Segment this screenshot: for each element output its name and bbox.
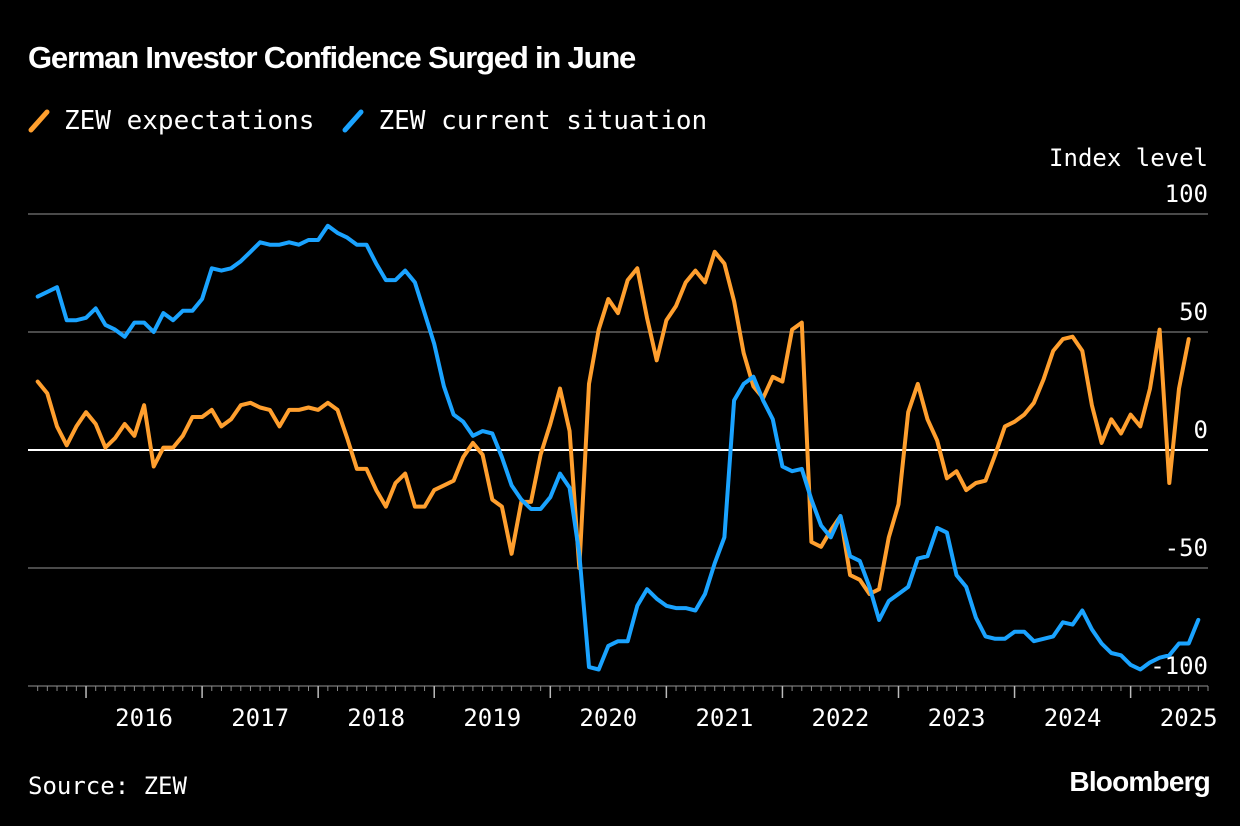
x-tick-label: 2023 xyxy=(928,704,986,732)
legend-item-current: ZEW current situation xyxy=(342,106,707,136)
legend-label-expectations: ZEW expectations xyxy=(64,106,315,136)
x-tick-label: 2020 xyxy=(579,704,637,732)
x-tick-label: 2019 xyxy=(463,704,521,732)
legend-swatch-current xyxy=(342,109,364,133)
series-line-zew-current-situation xyxy=(35,223,1201,672)
y-axis-unit-label: Index level xyxy=(1049,144,1208,172)
chart-legend: ZEW expectations ZEW current situation xyxy=(28,106,735,136)
x-tick-label: 2022 xyxy=(812,704,870,732)
x-tick-label: 2018 xyxy=(347,704,405,732)
x-tick-label: 2024 xyxy=(1044,704,1102,732)
x-tick-label: 2017 xyxy=(231,704,289,732)
y-tick-label: -50 xyxy=(1165,534,1208,562)
y-tick-label: 100 xyxy=(1165,180,1208,208)
legend-item-expectations: ZEW expectations xyxy=(28,106,314,136)
bloomberg-logo: Bloomberg xyxy=(1069,766,1210,797)
x-tick-label: 2021 xyxy=(695,704,753,732)
x-tick-label: 2016 xyxy=(115,704,173,732)
y-tick-label: 50 xyxy=(1179,298,1208,326)
legend-swatch-expectations xyxy=(28,109,50,133)
source-note: Source: ZEW xyxy=(28,772,187,800)
legend-label-current: ZEW current situation xyxy=(378,106,708,136)
y-tick-label: 0 xyxy=(1194,416,1208,444)
series-line-zew-expectations xyxy=(35,249,1191,596)
chart-title: German Investor Confidence Surged in Jun… xyxy=(28,40,636,75)
x-tick-label: 2025 xyxy=(1160,704,1218,732)
